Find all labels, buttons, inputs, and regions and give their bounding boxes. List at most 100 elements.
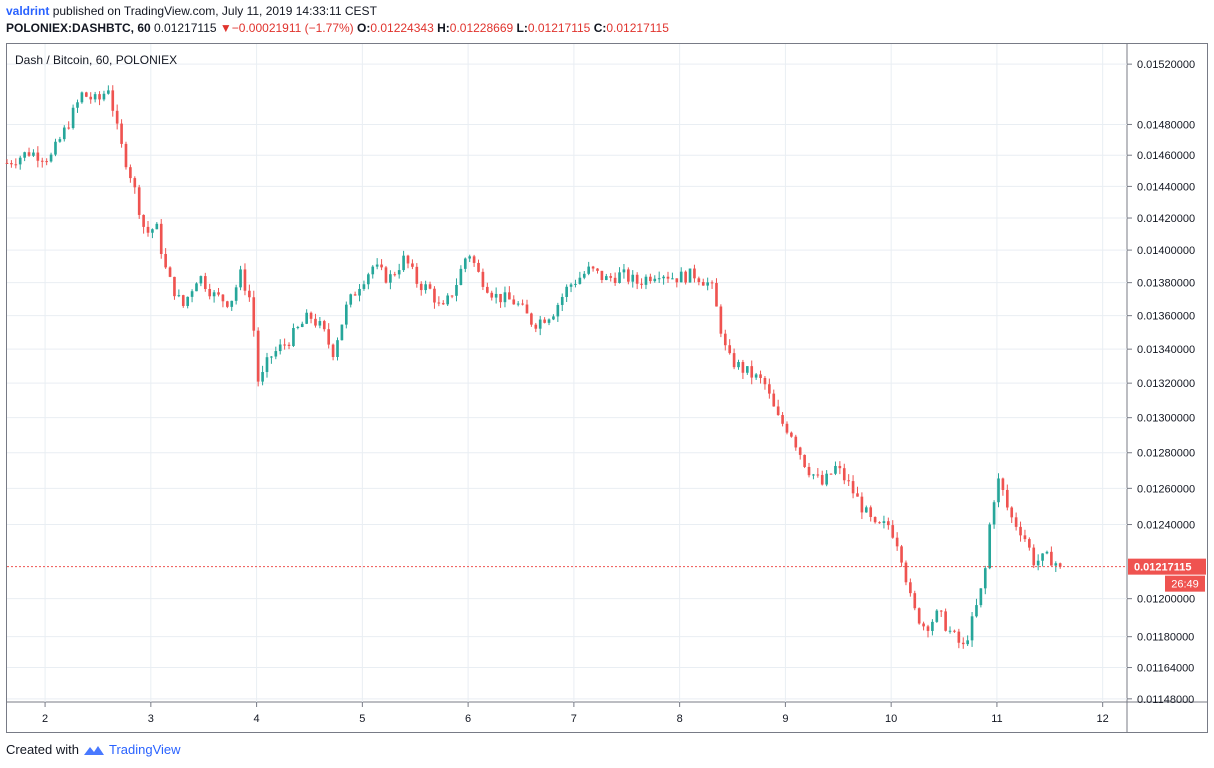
candle	[1010, 506, 1014, 524]
candle	[644, 274, 648, 290]
candle-body	[525, 304, 529, 314]
candle-body	[798, 447, 802, 455]
candle-body	[591, 266, 595, 269]
candle-body	[1001, 478, 1005, 490]
candle	[155, 222, 159, 230]
candle	[512, 295, 516, 305]
candle-body	[155, 223, 159, 230]
candle-body	[1010, 507, 1014, 518]
candle-body	[829, 473, 833, 475]
candle-body	[917, 608, 921, 624]
candle-body	[693, 268, 696, 279]
tradingview-link[interactable]: TradingView	[108, 742, 181, 757]
candle-body	[1028, 539, 1031, 548]
candle	[1041, 553, 1044, 567]
close-label: C:	[593, 21, 607, 35]
author-link[interactable]: valdrint	[6, 4, 50, 18]
candle	[569, 282, 573, 293]
candle-body	[173, 276, 176, 297]
candle-body	[455, 284, 458, 296]
candle-body	[168, 267, 172, 277]
candle-body	[1019, 526, 1022, 536]
candle-body	[723, 333, 727, 346]
candle	[358, 284, 361, 302]
candle	[481, 268, 485, 291]
candle	[887, 517, 890, 530]
candle-body	[490, 292, 494, 298]
candle	[486, 282, 489, 294]
candle	[468, 254, 472, 263]
candle-body	[530, 313, 533, 325]
candle	[76, 99, 79, 113]
candle-body	[671, 278, 674, 280]
candle-body	[84, 92, 88, 97]
candle-body	[389, 274, 392, 283]
candle	[40, 157, 44, 168]
candle	[120, 119, 123, 148]
candle	[543, 317, 546, 324]
candle-body	[89, 96, 93, 100]
candle-body	[701, 282, 705, 286]
candle	[732, 348, 736, 370]
candle	[58, 136, 62, 143]
candle-body	[322, 321, 326, 330]
candle-body	[961, 642, 965, 645]
candle-body	[102, 93, 106, 100]
candle-body	[186, 296, 189, 306]
candle	[203, 272, 207, 292]
candle	[406, 254, 410, 269]
candle-body	[181, 295, 185, 306]
price-axis[interactable]: 0.01520000 0.01480000 0.01460000 0.01440000…	[1127, 59, 1195, 706]
candle-body	[159, 223, 163, 254]
candle	[424, 280, 427, 294]
candle-body	[825, 473, 828, 485]
candle	[450, 295, 454, 299]
candle	[816, 468, 820, 478]
candle	[142, 214, 145, 234]
candle	[336, 337, 339, 361]
candle	[829, 473, 833, 475]
candle	[701, 278, 705, 286]
candle	[591, 265, 595, 272]
candle-body	[745, 366, 749, 373]
candle	[252, 290, 256, 337]
candle-body	[499, 293, 502, 303]
candle-body	[375, 264, 379, 267]
candle-body	[640, 283, 643, 285]
candle	[111, 85, 115, 117]
candle-body	[565, 286, 568, 297]
candle-body	[58, 139, 62, 142]
candle-body	[521, 303, 524, 305]
candle	[882, 515, 886, 529]
y-tick-label: 0.01148000	[1137, 694, 1194, 706]
candle	[635, 272, 639, 290]
candle	[80, 91, 84, 104]
candle	[322, 319, 326, 332]
candle-body	[609, 276, 613, 278]
candle-body	[477, 262, 480, 272]
time-axis[interactable]: 2 3 4 5 6 7 8 9 10 11 12	[42, 702, 1109, 725]
candle	[864, 505, 868, 513]
candle	[349, 293, 353, 308]
candle-body	[847, 480, 850, 482]
candle	[869, 505, 873, 522]
high-value: 0.01228669	[449, 21, 514, 35]
candle-body	[419, 283, 423, 291]
symbol-label: POLONIEX:DASHBTC, 60	[6, 21, 151, 35]
candle-body	[5, 162, 9, 164]
candle-body	[503, 292, 507, 303]
candle-body	[543, 319, 546, 323]
candle-body	[203, 276, 207, 289]
candle-body	[67, 127, 71, 129]
candle	[362, 280, 366, 291]
candle	[609, 273, 613, 282]
candle-body	[997, 478, 1000, 503]
candle-body	[195, 283, 198, 292]
candle-body	[314, 318, 317, 326]
candle	[32, 149, 35, 157]
ohlc-bar: POLONIEX:DASHBTC, 60 0.01217115 ▼−0.0002…	[6, 21, 669, 35]
candle	[560, 293, 564, 312]
candle	[411, 259, 414, 270]
candle-body	[679, 271, 683, 283]
